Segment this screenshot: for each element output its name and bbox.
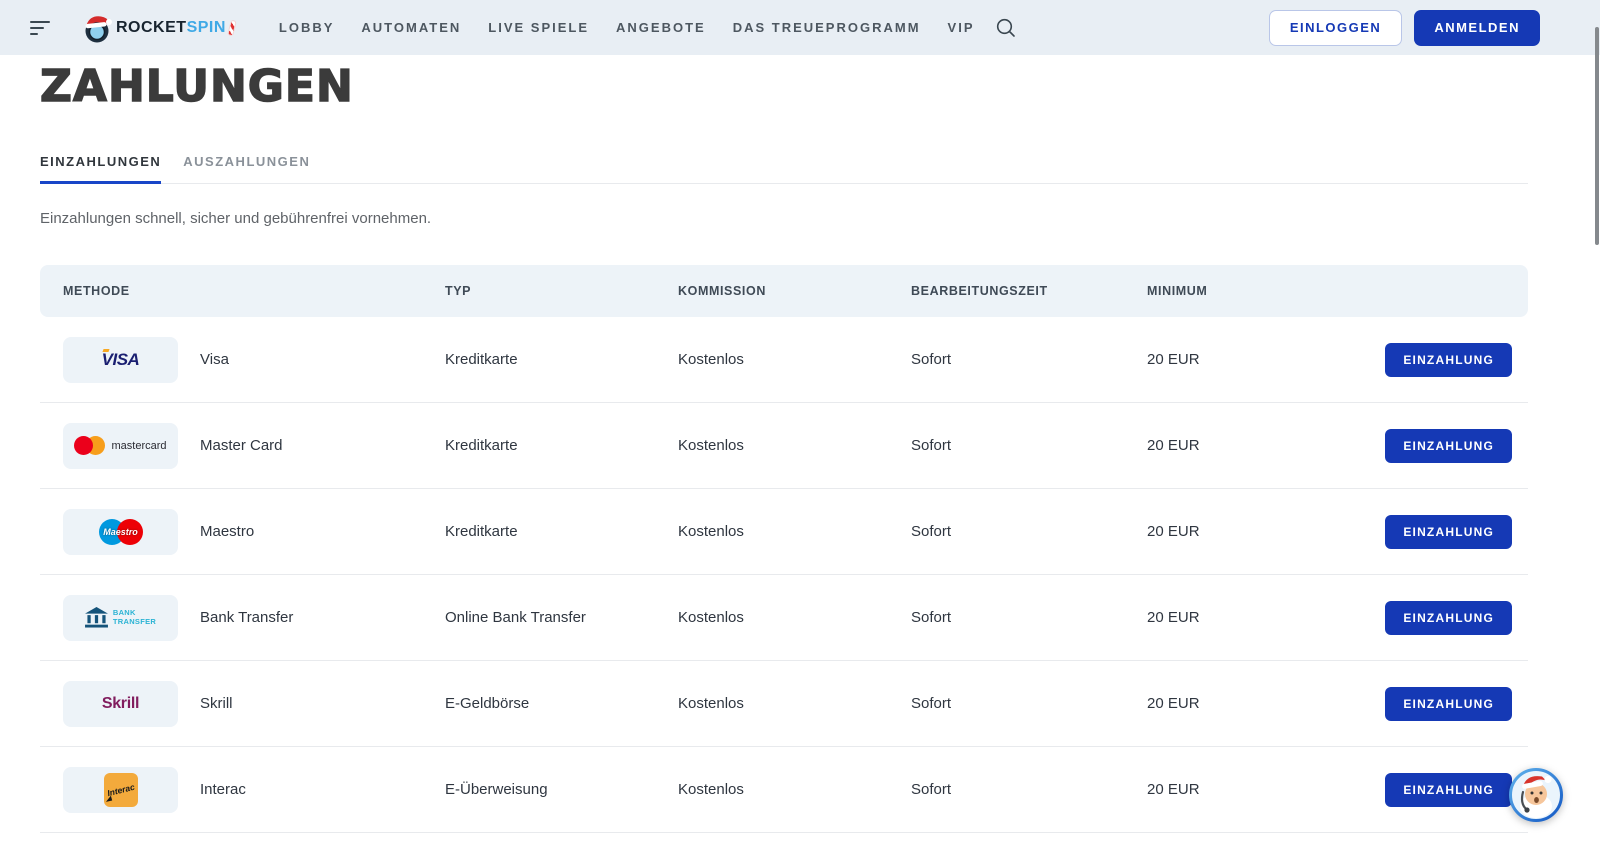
nav-item-0[interactable]: LOBBY [278, 20, 335, 35]
method-name: Skrill [200, 695, 233, 712]
method-minimum: 20 EUR [1147, 695, 1200, 712]
site-logo[interactable]: ROCKETSPIN [82, 12, 237, 44]
interac-logo: Interac [103, 772, 138, 807]
einzahlung-button[interactable]: EINZAHLUNG [1385, 686, 1512, 721]
tab-einzahlungen[interactable]: EINZAHLUNGEN [40, 154, 162, 184]
column-header-typ: TYP [445, 284, 472, 298]
column-header-kommission: KOMMISSION [678, 284, 766, 298]
payment-table-body: VISA Visa Kreditkarte Kostenlos Sofort 2… [40, 317, 1528, 833]
method-processing-time: Sofort [911, 781, 952, 798]
table-row: BANK TRANSFER Bank Transfer Online Bank T… [40, 575, 1528, 661]
payment-logo-tile: mastercard [63, 422, 178, 469]
table-row: VISA Visa Kreditkarte Kostenlos Sofort 2… [40, 317, 1528, 403]
visa-wordmark: VISA [101, 349, 140, 369]
bank-building-icon [84, 607, 108, 628]
method-commission: Kostenlos [678, 523, 744, 540]
payment-logo-tile: VISA [63, 336, 178, 383]
login-button[interactable]: EINLOGGEN [1268, 9, 1403, 46]
top-nav: ROCKETSPIN LOBBY AUTOMATEN LIVE SPIELE ANGE… [0, 0, 1600, 55]
method-commission: Kostenlos [678, 437, 744, 454]
method-type: Kreditkarte [445, 351, 518, 368]
candy-cane-icon [227, 19, 237, 36]
register-button[interactable]: ANMELDEN [1414, 9, 1540, 46]
einzahlung-button[interactable]: EINZAHLUNG [1385, 514, 1512, 549]
visa-logo: VISA [102, 350, 140, 370]
nav-item-2[interactable]: LIVE SPIELE [488, 20, 590, 35]
einzahlung-button[interactable]: EINZAHLUNG [1385, 772, 1512, 807]
table-row: Interac Interac E-Überweisung Kostenlos … [40, 747, 1528, 833]
tabs: EINZAHLUNGEN AUSZAHLUNGEN [40, 154, 1528, 184]
payment-logo-tile: BANK TRANSFER [63, 594, 178, 641]
table-row: Maestro Maestro Kreditkarte Kostenlos So… [40, 489, 1528, 575]
mastercard-circles-icon [74, 436, 106, 455]
search-icon[interactable] [995, 17, 1017, 39]
page-scrollbar-thumb[interactable] [1595, 27, 1599, 245]
method-commission: Kostenlos [678, 351, 744, 368]
method-minimum: 20 EUR [1147, 351, 1200, 368]
nav-item-1[interactable]: AUTOMATEN [361, 20, 462, 35]
method-type: E-Überweisung [445, 781, 548, 798]
method-commission: Kostenlos [678, 781, 744, 798]
main-nav: LOBBY AUTOMATEN LIVE SPIELE ANGEBOTE DAS TRE… [279, 20, 975, 35]
nav-item-3[interactable]: ANGEBOTE [616, 20, 706, 35]
method-minimum: 20 EUR [1147, 609, 1200, 626]
auth-buttons: EINLOGGEN ANMELDEN [1268, 9, 1540, 46]
einzahlung-button[interactable]: EINZAHLUNG [1385, 428, 1512, 463]
mastercard-wordmark: mastercard [111, 439, 167, 452]
method-type: E-Geldbörse [445, 695, 530, 712]
table-row: Skrill Skrill E-Geldbörse Kostenlos Sofo… [40, 661, 1528, 747]
column-header-minimum: MINIMUM [1147, 284, 1208, 298]
support-chat-widget[interactable] [1508, 767, 1564, 823]
payments-table: METHODE TYP KOMMISSION BEARBEITUNGSZEIT … [40, 265, 1528, 833]
method-type: Kreditkarte [445, 523, 518, 540]
maestro-circles-icon: Maestro [98, 518, 143, 545]
maestro-logo: Maestro [98, 518, 143, 545]
payment-logo-tile: Maestro [63, 508, 178, 555]
nav-item-5[interactable]: VIP [947, 20, 975, 35]
page-subtitle: Einzahlungen schnell, sicher und gebühre… [40, 210, 432, 227]
method-processing-time: Sofort [911, 695, 952, 712]
method-processing-time: Sofort [911, 523, 952, 540]
mastercard-logo: mastercard [74, 436, 167, 455]
table-row: mastercard Master Card Kreditkarte Koste… [40, 403, 1528, 489]
method-processing-time: Sofort [911, 437, 952, 454]
method-minimum: 20 EUR [1147, 523, 1200, 540]
rocket-santa-icon [82, 12, 112, 44]
einzahlung-button[interactable]: EINZAHLUNG [1385, 342, 1512, 377]
method-minimum: 20 EUR [1147, 437, 1200, 454]
bank-transfer-wordmark: BANK TRANSFER [112, 607, 157, 626]
method-name: Maestro [200, 523, 255, 540]
banktransfer-logo: BANK TRANSFER [84, 607, 157, 628]
method-name: Interac [200, 781, 246, 798]
method-commission: Kostenlos [678, 695, 744, 712]
column-header-bearbeitungszeit: BEARBEITUNGSZEIT [911, 284, 1048, 298]
method-type: Kreditkarte [445, 437, 518, 454]
page-title: ZAHLUNGEN [39, 60, 354, 112]
payment-logo-tile: Skrill [63, 680, 178, 727]
method-commission: Kostenlos [678, 609, 744, 626]
skrill-wordmark: Skrill [101, 694, 140, 712]
method-type: Online Bank Transfer [445, 609, 586, 626]
method-name: Bank Transfer [200, 609, 294, 626]
maestro-wordmark: Maestro [103, 526, 138, 537]
payments-page: ZAHLUNGEN EINZAHLUNGEN AUSZAHLUNGEN Einz… [0, 60, 1600, 833]
einzahlung-button[interactable]: EINZAHLUNG [1385, 600, 1512, 635]
logo-wordmark: ROCKETSPIN [116, 18, 226, 36]
table-header-row: METHODE TYP KOMMISSION BEARBEITUNGSZEIT … [40, 265, 1528, 317]
skrill-logo: Skrill [101, 694, 140, 713]
nav-item-4[interactable]: DAS TREUEPROGRAMM [732, 20, 921, 35]
hamburger-menu-icon[interactable] [30, 20, 54, 35]
method-minimum: 20 EUR [1147, 781, 1200, 798]
tab-auszahlungen[interactable]: AUSZAHLUNGEN [183, 154, 311, 169]
payment-logo-tile: Interac [63, 766, 178, 813]
method-processing-time: Sofort [911, 609, 952, 626]
method-processing-time: Sofort [911, 351, 952, 368]
interac-badge-icon: Interac [103, 772, 138, 807]
method-name: Master Card [200, 437, 283, 454]
column-header-methode: METHODE [63, 284, 130, 298]
method-name: Visa [200, 351, 229, 368]
